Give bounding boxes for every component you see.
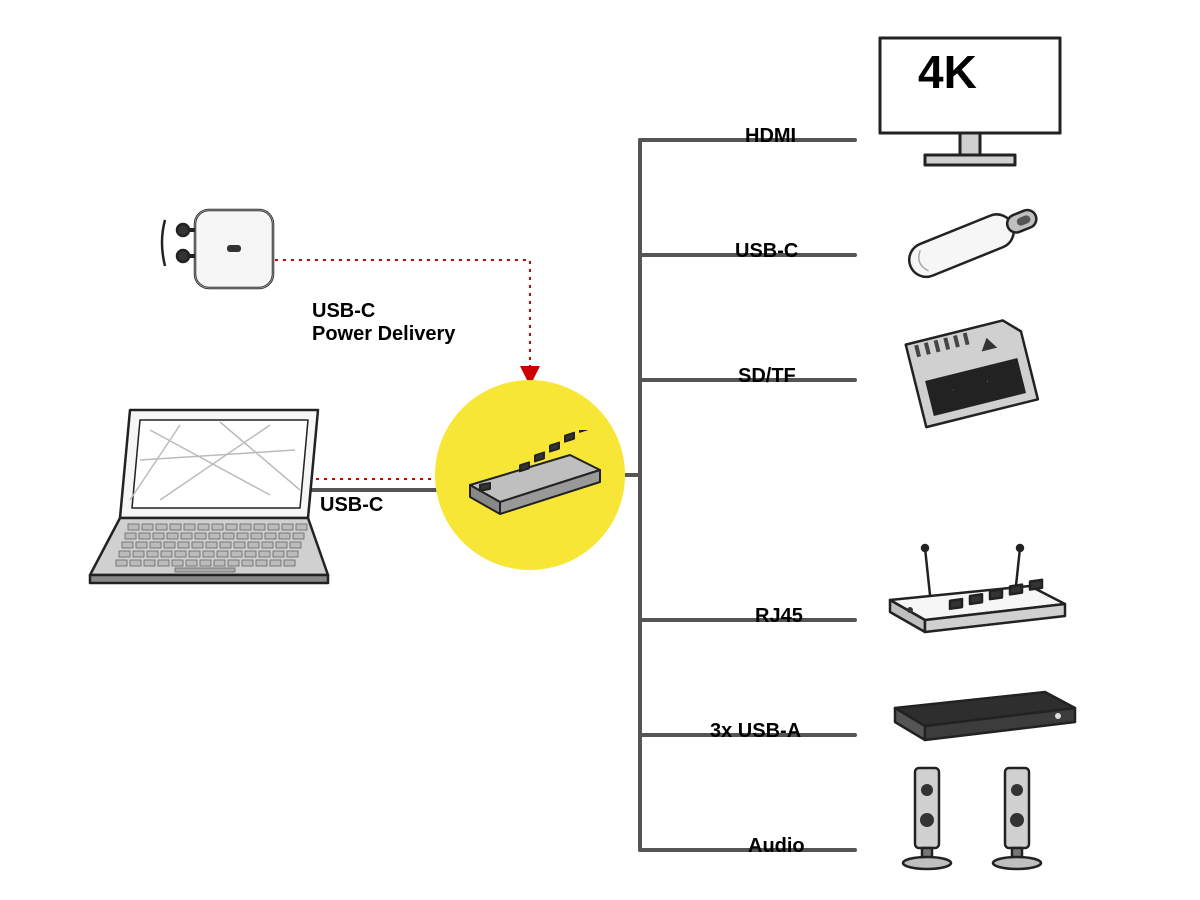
external-hdd-icon [880, 680, 1080, 750]
usbc-host-label: USB-C [320, 494, 383, 517]
power-delivery-label: USB-C Power Delivery [312, 300, 455, 346]
audio-label: Audio [748, 835, 805, 858]
usba-label: 3x USB-A [710, 720, 801, 743]
router-icon [870, 540, 1070, 640]
hdmi-label: HDMI [745, 125, 796, 148]
diagram-stage: TitanNight [0, 0, 1200, 900]
laptop-icon [70, 400, 330, 590]
usbc-flash-drive-icon [880, 195, 1060, 285]
sd-card-icon: TitanNight [885, 315, 1055, 435]
rj45-label: RJ45 [755, 605, 803, 628]
usbc-label: USB-C [735, 240, 798, 263]
speakers-icon [885, 760, 1075, 875]
fourk-badge: 4K [918, 45, 977, 99]
hub-dock-icon [450, 430, 610, 520]
power-adapter-icon [155, 190, 285, 300]
sdtf-label: SD/TF [738, 365, 796, 388]
